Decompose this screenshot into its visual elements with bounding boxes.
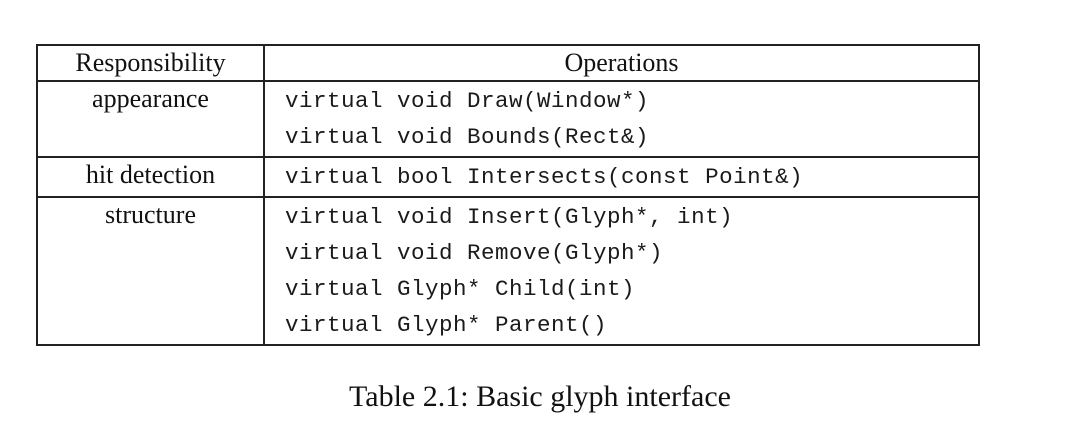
table-row-appearance: appearance virtual void Draw(Window*) vi…	[38, 82, 978, 158]
operation-remove: virtual void Remove(Glyph*)	[285, 240, 664, 266]
operations-hit-detection: virtual bool Intersects(const Point&)	[265, 158, 978, 196]
responsibility-structure: structure	[38, 198, 265, 344]
table-caption: Table 2.1: Basic glyph interface	[349, 380, 731, 413]
table-row-hit-detection: hit detection virtual bool Intersects(co…	[38, 158, 978, 198]
responsibility-appearance: appearance	[38, 82, 265, 156]
operation-intersects: virtual bool Intersects(const Point&)	[285, 164, 804, 190]
operation-draw: virtual void Draw(Window*)	[285, 88, 650, 114]
operation-parent: virtual Glyph* Parent()	[285, 312, 608, 338]
operations-appearance: virtual void Draw(Window*) virtual void …	[265, 82, 978, 156]
glyph-interface-table: Responsibility Operations appearance vir…	[36, 44, 980, 346]
operation-insert: virtual void Insert(Glyph*, int)	[285, 204, 734, 230]
operation-bounds: virtual void Bounds(Rect&)	[285, 124, 650, 150]
operation-child: virtual Glyph* Child(int)	[285, 276, 636, 302]
operations-structure: virtual void Insert(Glyph*, int) virtual…	[265, 198, 978, 344]
responsibility-hit-detection: hit detection	[38, 158, 265, 196]
header-responsibility: Responsibility	[38, 46, 265, 80]
table-row-structure: structure virtual void Insert(Glyph*, in…	[38, 198, 978, 344]
header-operations: Operations	[564, 48, 679, 77]
table-header-row: Responsibility Operations	[38, 46, 978, 82]
